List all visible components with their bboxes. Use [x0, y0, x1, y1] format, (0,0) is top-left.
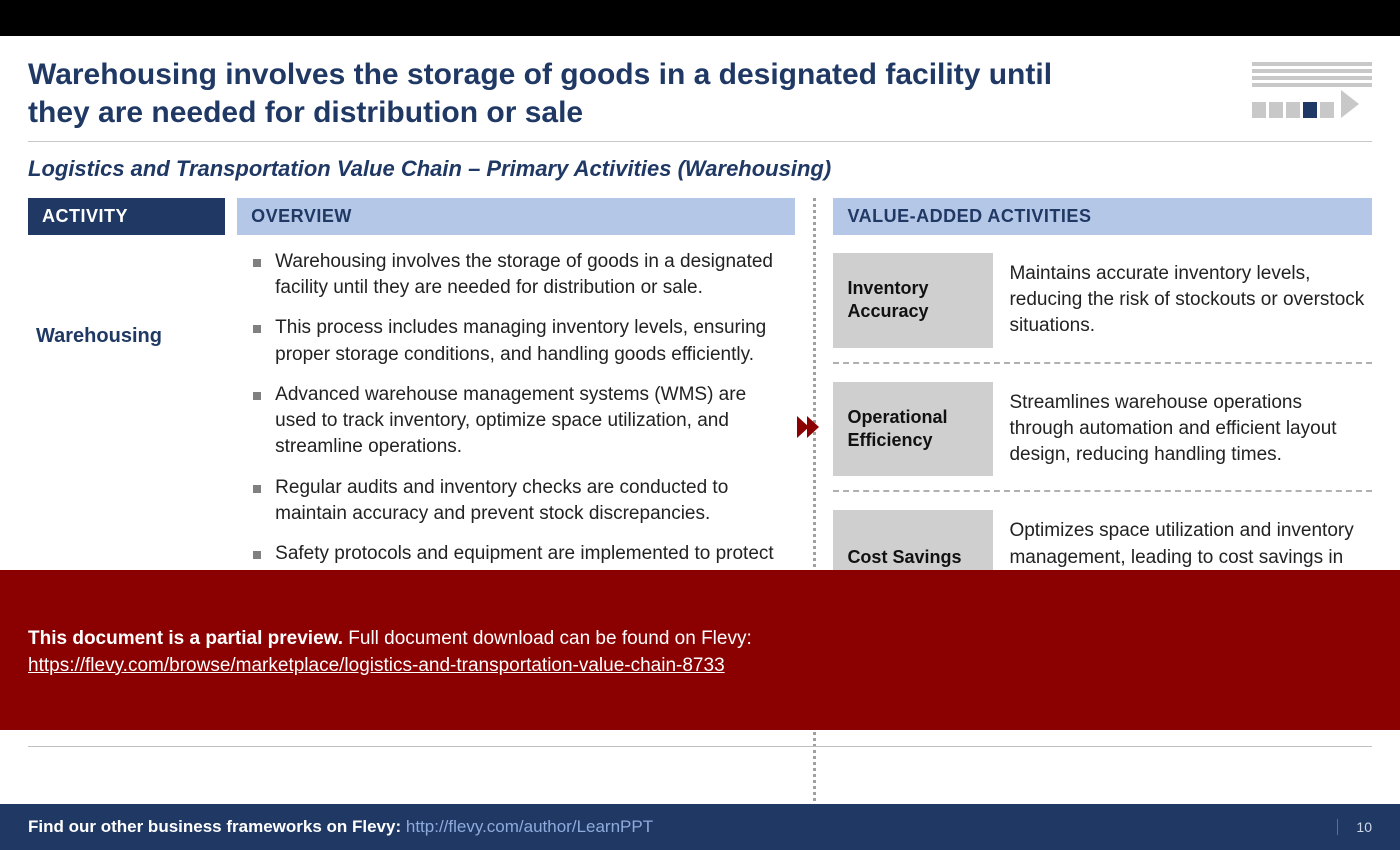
slide-body: Warehousing involves the storage of good…: [0, 36, 1400, 607]
column-value-added: VALUE-ADDED ACTIVITIES Inventory Accurac…: [833, 198, 1372, 607]
preview-url-link[interactable]: https://flevy.com/browse/marketplace/log…: [28, 655, 725, 676]
page-title: Warehousing involves the storage of good…: [28, 56, 1078, 131]
value-added-label: Operational Efficiency: [833, 382, 993, 477]
column-divider: [795, 198, 833, 607]
overview-bullets: Warehousing involves the storage of good…: [237, 235, 795, 593]
value-added-desc: Streamlines warehouse operations through…: [993, 382, 1372, 477]
value-added-label: Inventory Accuracy: [833, 253, 993, 348]
content-row: ACTIVITY Warehousing OVERVIEW Warehousin…: [28, 198, 1372, 607]
value-added-desc: Maintains accurate inventory levels, red…: [993, 253, 1372, 348]
column-activity: ACTIVITY Warehousing: [28, 198, 225, 607]
overview-bullet: This process includes managing inventory…: [253, 315, 789, 367]
footer-text: Find our other business frameworks on Fl…: [28, 817, 406, 836]
warehouse-logo-icon: [1252, 56, 1372, 118]
preview-rest: Full document download can be found on F…: [343, 628, 752, 649]
top-black-bar: [0, 0, 1400, 36]
title-row: Warehousing involves the storage of good…: [28, 56, 1372, 142]
value-added-item: Inventory Accuracy Maintains accurate in…: [833, 253, 1372, 348]
footer-link[interactable]: http://flevy.com/author/LearnPPT: [406, 817, 653, 836]
overview-bullet: Regular audits and inventory checks are …: [253, 475, 789, 527]
preview-bold: This document is a partial preview.: [28, 628, 343, 649]
overview-bullet: Advanced warehouse management systems (W…: [253, 382, 789, 461]
activity-label: Warehousing: [28, 325, 225, 348]
thin-separator: [28, 746, 1372, 747]
footer-bar: Find our other business frameworks on Fl…: [0, 804, 1400, 850]
header-activity: ACTIVITY: [28, 198, 225, 235]
dashed-separator: [833, 362, 1372, 364]
value-added-item: Operational Efficiency Streamlines wareh…: [833, 382, 1372, 477]
header-overview: OVERVIEW: [237, 198, 795, 235]
subtitle: Logistics and Transportation Value Chain…: [28, 156, 1372, 182]
chevron-right-icon: [797, 416, 817, 438]
overview-bullet: Warehousing involves the storage of good…: [253, 249, 789, 301]
dashed-separator: [833, 490, 1372, 492]
column-overview: OVERVIEW Warehousing involves the storag…: [237, 198, 795, 607]
header-value-added: VALUE-ADDED ACTIVITIES: [833, 198, 1372, 235]
preview-banner: This document is a partial preview. Full…: [0, 570, 1400, 730]
page-number: 10: [1337, 819, 1372, 835]
